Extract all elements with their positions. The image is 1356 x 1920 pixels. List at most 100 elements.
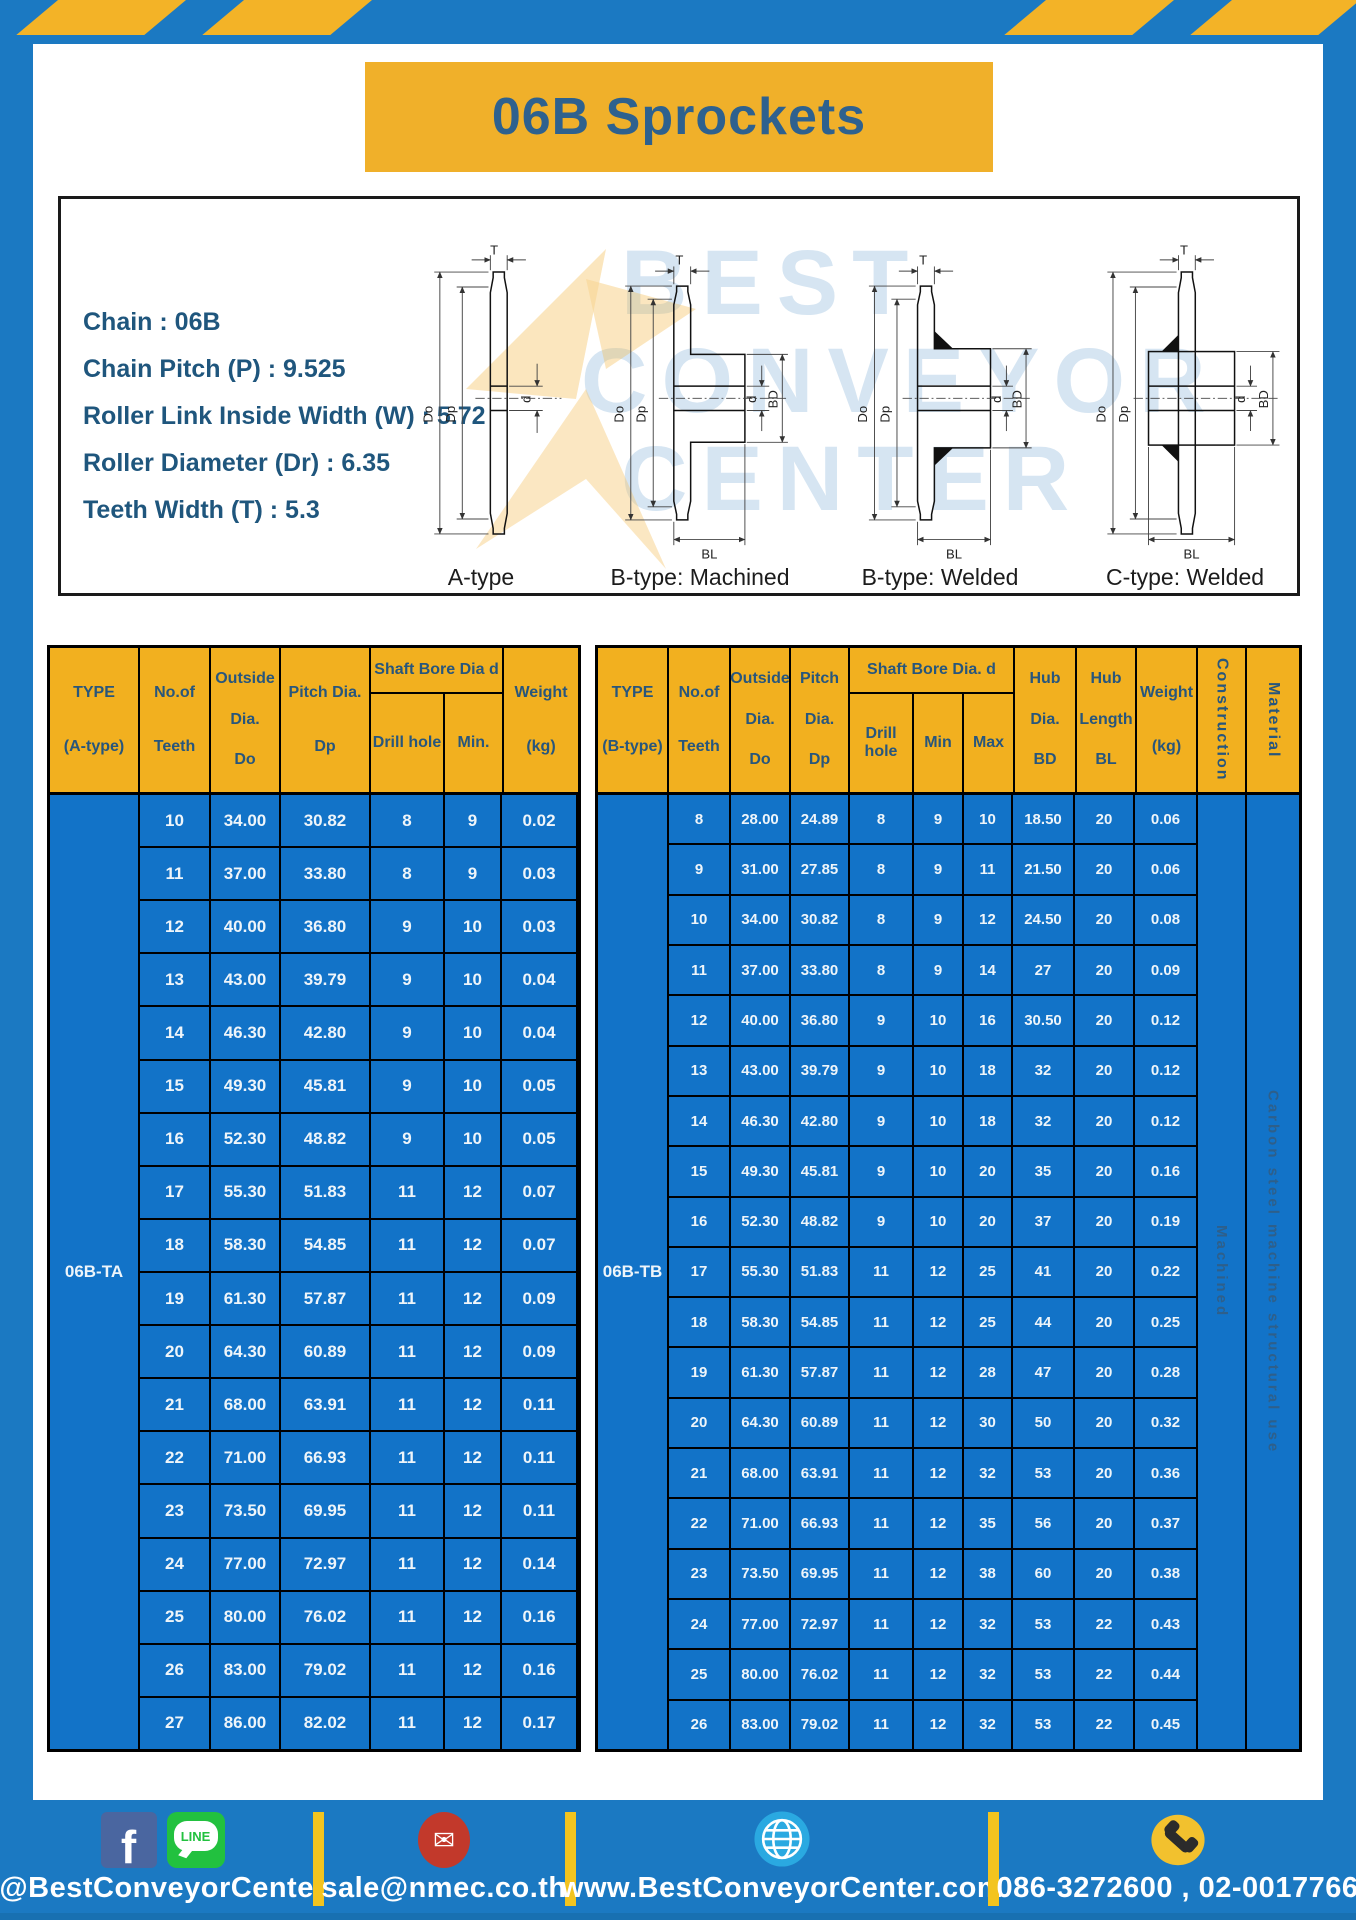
table-b-type: TYPE (B-type) No.of Teeth Outside Dia. D…	[595, 645, 1302, 1752]
a-type-drawing: T Do Dp d	[420, 244, 562, 535]
cell-drill-hole: 11	[371, 1591, 445, 1643]
cell-weight: 0.06	[1150, 810, 1181, 828]
cell-teeth: 16	[669, 1197, 731, 1246]
cell-min: 12	[445, 1485, 502, 1537]
cell-pitch-dia: 30.82	[281, 795, 371, 847]
line-icon[interactable]: LINE	[166, 1812, 225, 1868]
table-row: 12 40.00 36.80 9 10 0.03	[140, 901, 576, 955]
svg-text:BD: BD	[1009, 390, 1024, 408]
cell-pitch-dia: 36.80	[791, 996, 850, 1045]
header-no-of-teeth: No.of Teeth	[140, 648, 211, 792]
cell-min: 10	[445, 901, 502, 953]
cell-weight: 0.36	[1150, 1464, 1181, 1482]
footer-email[interactable]: ✉ sale@nmec.co.th	[321, 1808, 566, 1905]
cell-outside-dia: 83.00	[731, 1700, 791, 1749]
table-row: 11 37.00 33.80 8 9 0.03	[140, 848, 576, 902]
footer-contact-bar: f LINE @BestConveyorCenter ✉ sale@nmec.c…	[0, 1800, 1356, 1920]
cell-teeth: 9	[669, 845, 731, 894]
svg-text:d: d	[1233, 396, 1248, 403]
cell-weight: 0.38	[1150, 1565, 1181, 1583]
header-min: Min	[914, 694, 964, 792]
svg-text:BD: BD	[1256, 390, 1271, 408]
svg-text:Dp: Dp	[877, 406, 892, 423]
cell-outside-dia: 64.30	[211, 1326, 281, 1378]
cell-min: 9	[914, 945, 964, 995]
cell-max: 11	[964, 845, 1013, 894]
phone-icon[interactable]	[1150, 1812, 1206, 1868]
diagram-panel: BEST CONVEYOR CENTER Chain : 06B Chain P…	[58, 196, 1300, 596]
cell-hub-dia: 50	[1013, 1398, 1075, 1448]
svg-text:T: T	[919, 253, 927, 268]
globe-icon[interactable]	[753, 1810, 811, 1868]
cell-weight: 0.05	[522, 1129, 556, 1149]
svg-text:d: d	[989, 396, 1004, 403]
cell-teeth: 19	[669, 1348, 731, 1397]
cell-weight: 0.11	[522, 1447, 556, 1467]
cell-weight: 0.43	[1150, 1615, 1181, 1633]
cell-hub-dia: 56	[1013, 1499, 1075, 1548]
table-row: 27 86.00 82.02 11 12 0.17	[140, 1697, 576, 1749]
cell-weight: 0.02	[522, 810, 556, 830]
svg-text:Dp: Dp	[1116, 406, 1131, 423]
cell-max: 18	[964, 1096, 1013, 1146]
header-outside-dia: Outside Dia. Do	[730, 648, 791, 792]
cell-teeth: 15	[669, 1147, 731, 1196]
cell-teeth: 27	[140, 1697, 211, 1749]
cell-hub-length: 20	[1075, 845, 1135, 894]
svg-text:d: d	[744, 396, 759, 403]
cell-min: 9	[445, 848, 502, 900]
cell-hub-dia: 30.50	[1013, 996, 1075, 1045]
cell-teeth: 18	[669, 1298, 731, 1347]
cell-drill-hole: 11	[850, 1449, 914, 1498]
header-type: TYPE (A-type)	[50, 648, 140, 792]
diagonal-stripe	[16, 0, 187, 35]
table-row: 22 71.00 66.93 11 12 0.11	[140, 1432, 576, 1486]
email-icon[interactable]: ✉	[418, 1812, 470, 1868]
cell-min: 12	[445, 1166, 502, 1218]
header-drill-hole: Drill hole	[850, 694, 914, 792]
cell-teeth: 11	[669, 945, 731, 995]
social-handle[interactable]: @BestConveyorCenter	[0, 1872, 326, 1904]
table-row: 13 43.00 39.79 9 10 18 32 20 0.12	[669, 1046, 1196, 1097]
footer-website[interactable]: www.BestConveyorCenter.com	[561, 1808, 1003, 1905]
cell-teeth: 20	[140, 1326, 211, 1378]
header-type: TYPE (B-type)	[598, 648, 669, 792]
header-pitch-dia: Pitch Dia. Dp	[791, 648, 850, 792]
cell-hub-dia: 37	[1013, 1197, 1075, 1246]
table-b-rows: 8 28.00 24.89 8 9 10 18.50 20 0.06 9 31.…	[669, 795, 1198, 1749]
svg-text:BL: BL	[701, 546, 717, 561]
table-row: 8 28.00 24.89 8 9 10 18.50 20 0.06	[669, 795, 1196, 846]
table-row: 9 31.00 27.85 8 9 11 21.50 20 0.06	[669, 845, 1196, 896]
cell-weight: 0.04	[522, 969, 556, 989]
cell-hub-dia: 41	[1013, 1247, 1075, 1297]
website-url[interactable]: www.BestConveyorCenter.com	[560, 1872, 1004, 1904]
cell-weight: 0.32	[1150, 1414, 1181, 1432]
cell-pitch-dia: 48.82	[281, 1113, 371, 1165]
email-address[interactable]: sale@nmec.co.th	[321, 1872, 567, 1904]
cell-min: 12	[914, 1650, 964, 1699]
table-row: 22 71.00 66.93 11 12 35 56 20 0.37	[669, 1499, 1196, 1550]
facebook-icon[interactable]: f	[100, 1812, 157, 1868]
footer-social[interactable]: f LINE @BestConveyorCenter	[0, 1808, 325, 1905]
phone-numbers[interactable]: 086-3272600 , 02-0017766	[996, 1872, 1356, 1904]
cell-teeth: 10	[140, 795, 211, 847]
svg-text:T: T	[1180, 244, 1188, 257]
cell-drill-hole: 11	[371, 1697, 445, 1749]
cell-outside-dia: 52.30	[211, 1113, 281, 1165]
svg-text:BD: BD	[766, 390, 781, 408]
cell-pitch-dia: 51.83	[281, 1166, 371, 1218]
cell-outside-dia: 83.00	[211, 1644, 281, 1696]
title-banner: 06B Sprockets	[365, 62, 993, 172]
cell-teeth: 22	[669, 1499, 731, 1548]
svg-text:Do: Do	[611, 406, 626, 423]
header-material: Material	[1265, 681, 1283, 759]
spec-chain-pitch: Chain Pitch (P) : 9.525	[83, 355, 346, 383]
cell-max: 25	[964, 1298, 1013, 1347]
svg-text:T: T	[675, 253, 683, 268]
cell-outside-dia: 61.30	[731, 1348, 791, 1397]
cell-weight: 0.09	[522, 1341, 556, 1361]
cell-min: 10	[445, 1060, 502, 1112]
footer-phone[interactable]: 086-3272600 , 02-0017766	[997, 1808, 1356, 1905]
cell-weight: 0.16	[522, 1607, 556, 1627]
cell-pitch-dia: 76.02	[281, 1591, 371, 1643]
